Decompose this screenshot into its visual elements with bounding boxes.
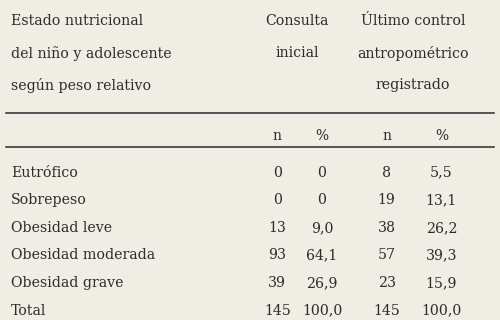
Text: 39: 39 xyxy=(268,276,286,290)
Text: %: % xyxy=(435,129,448,143)
Text: n: n xyxy=(273,129,282,143)
Text: 9,0: 9,0 xyxy=(311,221,334,235)
Text: antropométrico: antropométrico xyxy=(358,46,469,61)
Text: 13: 13 xyxy=(268,221,286,235)
Text: Total: Total xyxy=(12,304,46,318)
Text: %: % xyxy=(316,129,328,143)
Text: 100,0: 100,0 xyxy=(302,304,343,318)
Text: 13,1: 13,1 xyxy=(426,193,457,207)
Text: 93: 93 xyxy=(268,248,286,262)
Text: 39,3: 39,3 xyxy=(426,248,457,262)
Text: Último control: Último control xyxy=(361,14,466,28)
Text: 38: 38 xyxy=(378,221,396,235)
Text: 64,1: 64,1 xyxy=(306,248,338,262)
Text: 145: 145 xyxy=(374,304,400,318)
Text: 100,0: 100,0 xyxy=(421,304,462,318)
Text: 145: 145 xyxy=(264,304,291,318)
Text: registrado: registrado xyxy=(376,78,450,92)
Text: 19: 19 xyxy=(378,193,396,207)
Text: 57: 57 xyxy=(378,248,396,262)
Text: Obesidad leve: Obesidad leve xyxy=(12,221,112,235)
Text: 0: 0 xyxy=(273,165,282,180)
Text: 0: 0 xyxy=(318,165,326,180)
Text: n: n xyxy=(382,129,391,143)
Text: inicial: inicial xyxy=(276,46,319,60)
Text: 0: 0 xyxy=(318,193,326,207)
Text: 23: 23 xyxy=(378,276,396,290)
Text: Consulta: Consulta xyxy=(266,14,329,28)
Text: 8: 8 xyxy=(382,165,391,180)
Text: 15,9: 15,9 xyxy=(426,276,457,290)
Text: Obesidad grave: Obesidad grave xyxy=(12,276,124,290)
Text: Obesidad moderada: Obesidad moderada xyxy=(12,248,156,262)
Text: 26,2: 26,2 xyxy=(426,221,457,235)
Text: Sobrepeso: Sobrepeso xyxy=(12,193,87,207)
Text: del niño y adolescente: del niño y adolescente xyxy=(12,46,172,61)
Text: según peso relativo: según peso relativo xyxy=(12,78,151,93)
Text: 26,9: 26,9 xyxy=(306,276,338,290)
Text: 5,5: 5,5 xyxy=(430,165,453,180)
Text: 0: 0 xyxy=(273,193,282,207)
Text: Eutrófico: Eutrófico xyxy=(12,165,78,180)
Text: Estado nutricional: Estado nutricional xyxy=(12,14,143,28)
